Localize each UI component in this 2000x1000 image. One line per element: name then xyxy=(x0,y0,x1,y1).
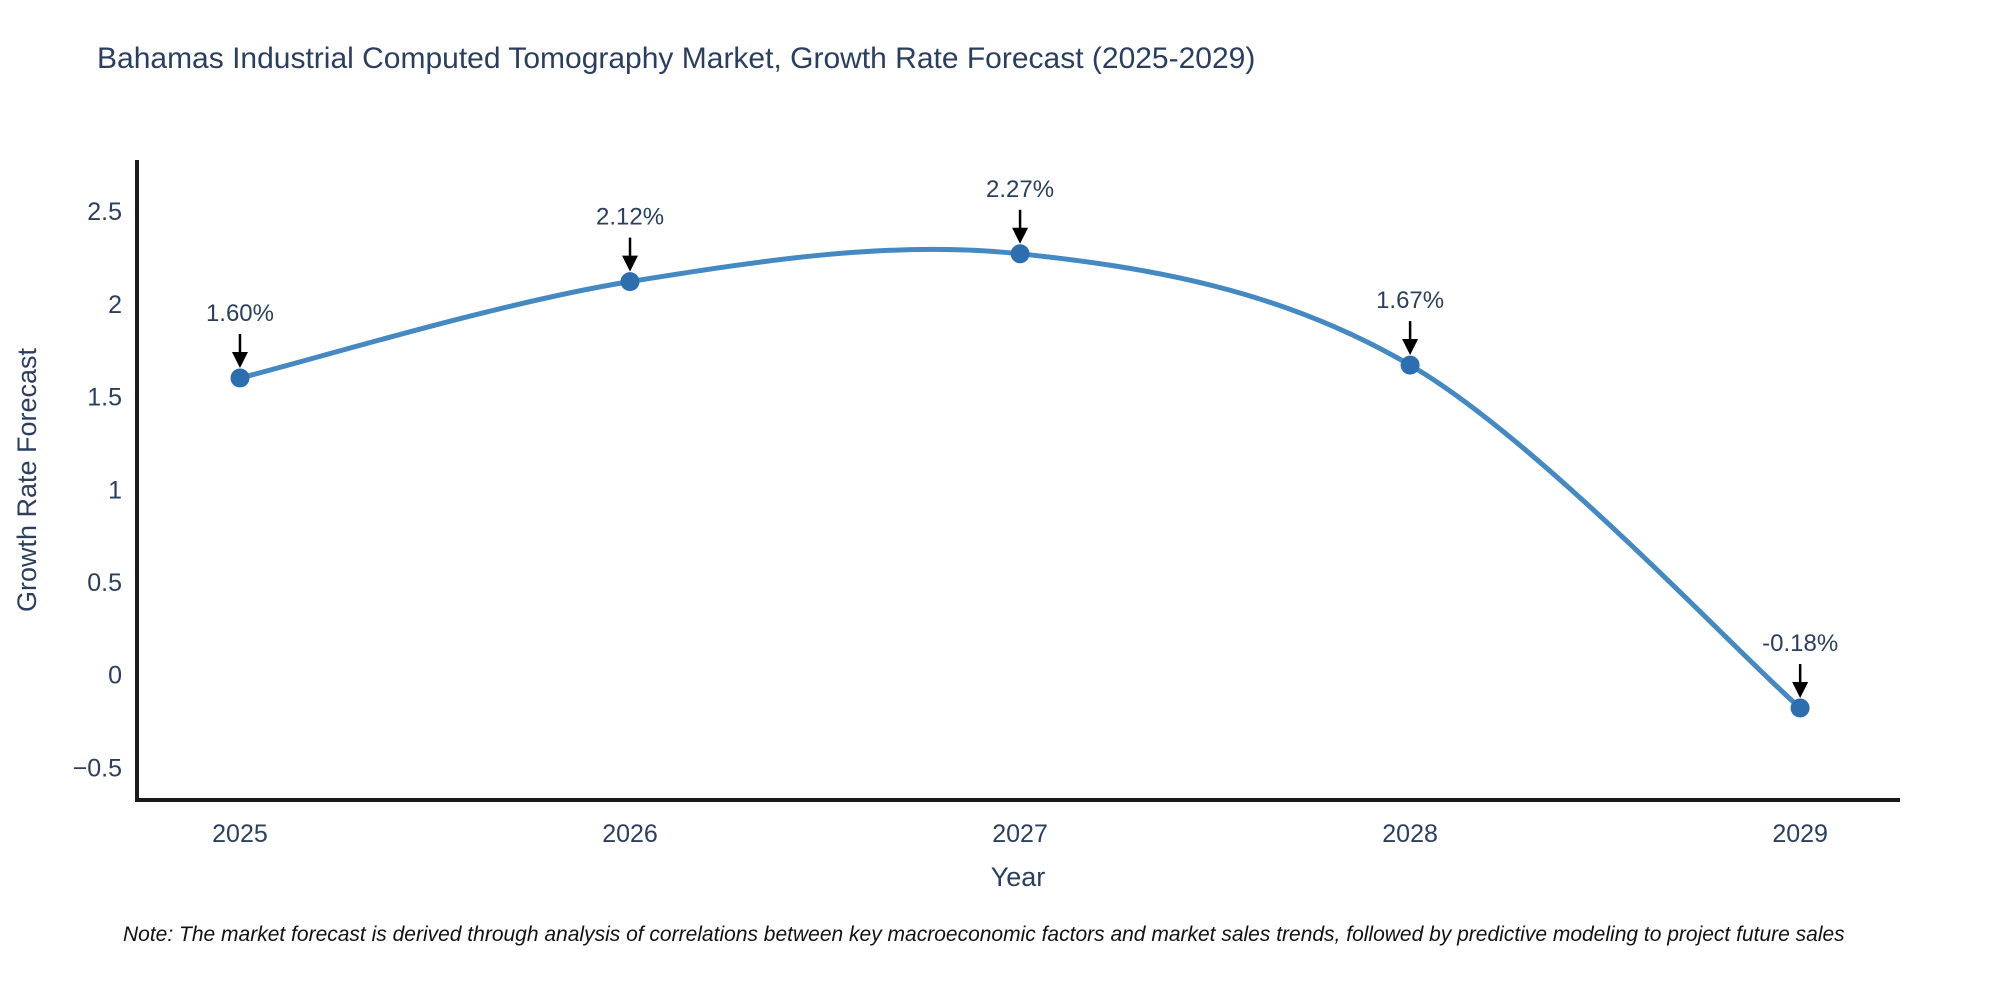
y-tick-label: 2 xyxy=(108,291,122,319)
data-point-annotations: 1.60% 2.12% 2.27% 1.67% -0.18% xyxy=(206,176,1838,699)
data-point-marker[interactable] xyxy=(620,272,640,292)
annotation-arrowhead-icon xyxy=(1792,682,1809,699)
data-point-value-label: 2.12% xyxy=(596,204,664,231)
y-axis-ticks: 2.5 2 1.5 1 0.5 0 −0.5 xyxy=(73,198,122,782)
data-point-value-label: 1.60% xyxy=(206,300,274,327)
chart-title: Bahamas Industrial Computed Tomography M… xyxy=(97,42,1255,75)
x-axis-ticks: 2025 2026 2027 2028 2029 xyxy=(212,820,1828,848)
x-tick-label: 2026 xyxy=(602,820,658,848)
data-point-annotation: 2.12% xyxy=(596,204,664,272)
data-point-annotation: 1.60% xyxy=(206,300,274,369)
x-axis-title: Year xyxy=(991,862,1046,892)
data-point-marker[interactable] xyxy=(1790,698,1810,718)
y-tick-label: 0.5 xyxy=(87,569,122,597)
x-tick-label: 2025 xyxy=(212,820,268,848)
x-tick-label: 2029 xyxy=(1772,820,1828,848)
y-tick-label: 1.5 xyxy=(87,384,122,412)
data-point-value-label: -0.18% xyxy=(1762,630,1838,657)
data-point-value-label: 1.67% xyxy=(1376,287,1444,314)
data-point-marker[interactable] xyxy=(1010,244,1030,264)
axes xyxy=(135,160,1900,802)
data-point-annotation: 1.67% xyxy=(1376,287,1444,356)
y-tick-label: 0 xyxy=(108,662,122,690)
growth-rate-line xyxy=(237,246,1803,711)
y-axis-title: Growth Rate Forecast xyxy=(12,347,42,612)
annotation-arrowhead-icon xyxy=(231,352,248,369)
footnote: Note: The market forecast is derived thr… xyxy=(123,923,1845,946)
annotation-arrowhead-icon xyxy=(1012,227,1029,244)
x-tick-label: 2028 xyxy=(1382,820,1438,848)
data-point-marker[interactable] xyxy=(1400,355,1420,375)
annotation-arrowhead-icon xyxy=(622,255,639,272)
data-point-marker[interactable] xyxy=(230,368,250,388)
y-tick-label: 1 xyxy=(108,476,122,504)
y-tick-label: −0.5 xyxy=(73,754,122,782)
series-line-group xyxy=(237,246,1803,711)
x-tick-label: 2027 xyxy=(992,820,1048,848)
data-point-value-label: 2.27% xyxy=(986,176,1054,203)
annotation-arrowhead-icon xyxy=(1402,339,1419,356)
y-tick-label: 2.5 xyxy=(87,198,122,226)
data-point-annotation: 2.27% xyxy=(986,176,1054,244)
data-point-markers xyxy=(230,244,1810,718)
data-point-annotation: -0.18% xyxy=(1762,630,1838,699)
